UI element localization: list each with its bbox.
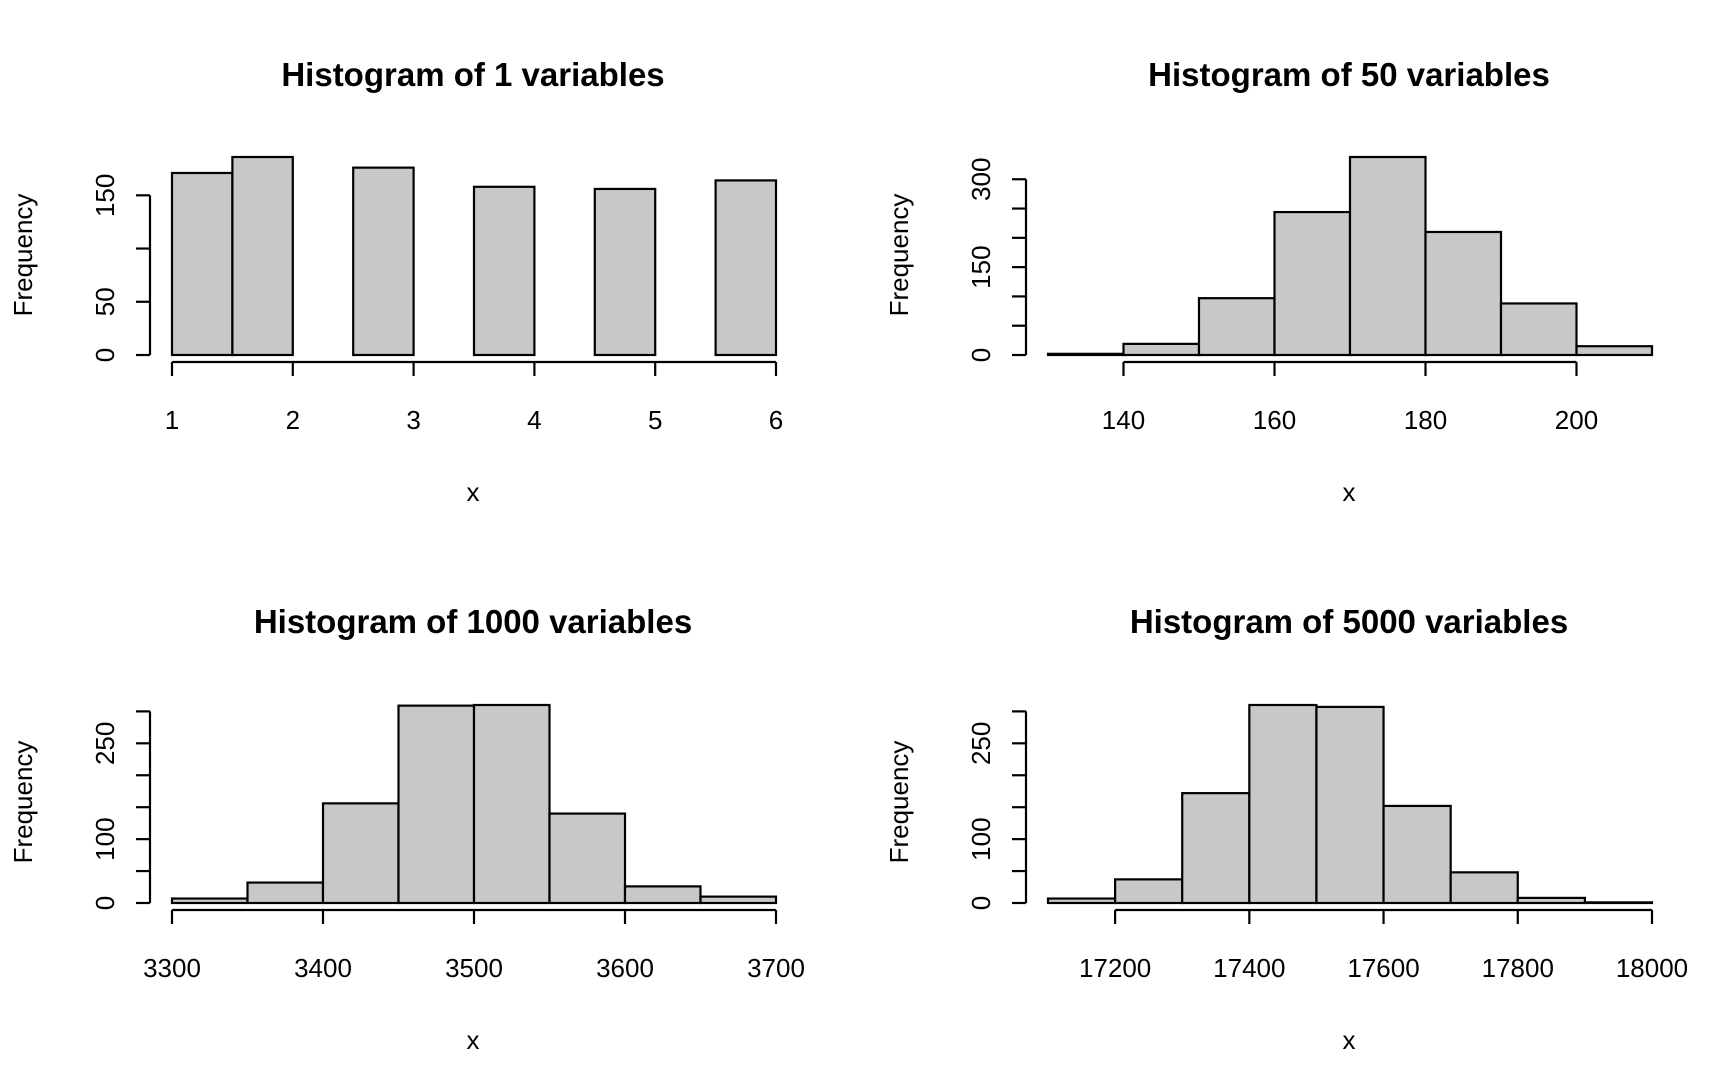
x-axis-label: x [467,477,480,507]
y-tick-label: 0 [90,348,120,362]
histogram-bar [170,897,249,905]
x-tick-label: 3 [406,405,420,435]
y-tick-label: 0 [966,348,996,362]
chart-title: Histogram of 1000 variables [254,603,692,640]
y-tick-label: 100 [90,817,120,860]
x-tick-label: 3600 [596,953,654,983]
x-tick-label: 3500 [445,953,503,983]
x-axis-label: x [1343,1025,1356,1055]
histogram-bar [623,885,702,905]
histogram-bar [321,802,400,905]
x-tick-label: 180 [1404,405,1447,435]
x-tick-label: 5 [648,405,662,435]
x-tick-label: 17600 [1347,953,1419,983]
histogram-bar [246,881,325,905]
histogram-bar [548,812,627,905]
histogram-bar [1046,897,1117,905]
histogram-bar [170,171,234,357]
histogram-bar [1424,230,1503,357]
histogram-bar [1046,352,1125,357]
y-tick-label: 100 [966,817,996,860]
x-tick-label: 4 [527,405,541,435]
y-tick-label: 150 [966,245,996,288]
chart-title: Histogram of 5000 variables [1130,603,1568,640]
chart-title: Histogram of 1 variables [281,56,664,93]
histogram-bar [1575,345,1654,357]
y-tick-label: 300 [966,158,996,201]
histogram-bar [699,895,778,905]
y-axis-label: Frequency [8,741,38,864]
x-axis-label: x [1343,477,1356,507]
y-axis-label: Frequency [8,194,38,317]
histogram-bar [1583,901,1654,905]
histogram-bar [1499,302,1578,357]
panel-histogram-5000: Histogram of 5000 variables x Frequency … [884,603,1688,1055]
panel-histogram-1000: Histogram of 1000 variables x Frequency … [8,603,805,1055]
histogram-bar [1315,705,1385,905]
histogram-bar [1516,896,1586,905]
x-tick-label: 1 [165,405,179,435]
chart-title: Histogram of 50 variables [1148,56,1550,93]
x-tick-label: 140 [1102,405,1145,435]
y-tick-label: 250 [966,722,996,765]
histogram-bar [1449,871,1519,905]
x-axis-label: x [467,1025,480,1055]
x-tick-label: 3700 [747,953,805,983]
y-tick-label: 150 [90,174,120,217]
histogram-bar [1197,297,1276,357]
histogram-bar [1382,804,1452,905]
histogram-bar [1114,878,1184,905]
x-tick-label: 17200 [1079,953,1151,983]
histogram-bar [1248,703,1318,905]
x-tick-label: 3400 [294,953,352,983]
panel-histogram-1: Histogram of 1 variables x Frequency 1 2 3… [8,56,783,507]
y-tick-label: 0 [966,896,996,910]
y-tick-label: 0 [90,896,120,910]
y-axis-label: Frequency [884,741,914,864]
x-tick-label: 6 [769,405,783,435]
x-tick-label: 2 [286,405,300,435]
histogram-bar [231,155,294,357]
x-tick-label: 200 [1555,405,1598,435]
histogram-bar [352,166,415,357]
histogram-bar [397,704,476,905]
histogram-bar [714,179,778,357]
y-axis-label: Frequency [884,194,914,317]
y-tick-label: 250 [90,722,120,765]
histogram-bar [593,187,657,357]
histogram-bar [1122,342,1201,357]
panel-histogram-50: Histogram of 50 variables x Frequency 14… [884,56,1654,507]
x-tick-label: 17400 [1213,953,1285,983]
x-tick-label: 3300 [143,953,201,983]
histogram-bar [1348,155,1427,357]
x-tick-label: 18000 [1616,953,1688,983]
histogram-bar [1273,210,1352,357]
histogram-bar [472,185,536,357]
x-tick-label: 17800 [1482,953,1554,983]
x-tick-label: 160 [1253,405,1296,435]
histogram-bar [472,703,551,905]
histogram-bar [1181,792,1251,905]
y-tick-label: 50 [90,287,120,316]
